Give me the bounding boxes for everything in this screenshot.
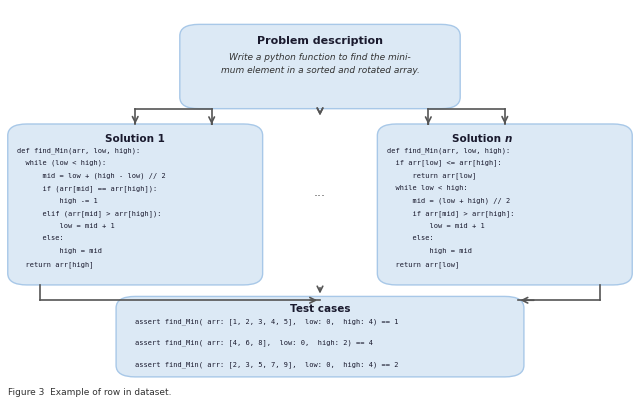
Text: Solution: Solution: [452, 134, 505, 144]
Text: else:: else:: [17, 236, 64, 242]
Text: Write a python function to find the mini-
mum element in a sorted and rotated ar: Write a python function to find the mini…: [221, 53, 419, 74]
FancyBboxPatch shape: [116, 297, 524, 377]
Text: mid = low + (high - low) // 2: mid = low + (high - low) // 2: [17, 172, 166, 179]
Text: Figure 3  Example of row in dataset.: Figure 3 Example of row in dataset.: [8, 388, 172, 397]
Text: while low < high:: while low < high:: [387, 185, 468, 191]
Text: if (arr[mid] == arr[high]):: if (arr[mid] == arr[high]):: [17, 185, 157, 192]
Text: while (low < high):: while (low < high):: [17, 160, 107, 166]
Text: mid = (low + high) // 2: mid = (low + high) // 2: [387, 197, 510, 204]
Text: Problem description: Problem description: [257, 36, 383, 46]
Text: assert find_Min( arr: [2, 3, 5, 7, 9],  low: 0,  high: 4) == 2: assert find_Min( arr: [2, 3, 5, 7, 9], l…: [135, 361, 399, 367]
Text: low = mid + 1: low = mid + 1: [387, 223, 484, 229]
Text: low = mid + 1: low = mid + 1: [17, 223, 115, 229]
Text: Test cases: Test cases: [290, 304, 350, 314]
Text: ...: ...: [314, 187, 326, 199]
FancyBboxPatch shape: [8, 124, 262, 285]
Text: elif (arr[mid] > arr[high]):: elif (arr[mid] > arr[high]):: [17, 210, 162, 217]
Text: if arr[mid] > arr[high]:: if arr[mid] > arr[high]:: [387, 210, 515, 217]
Text: n: n: [505, 134, 512, 144]
Text: return arr[low]: return arr[low]: [387, 172, 476, 179]
Text: return arr[high]: return arr[high]: [17, 261, 94, 267]
Text: high = mid: high = mid: [17, 248, 102, 254]
Text: def find_Min(arr, low, high):: def find_Min(arr, low, high):: [387, 147, 510, 154]
Text: return arr[low]: return arr[low]: [387, 261, 459, 267]
FancyBboxPatch shape: [378, 124, 632, 285]
FancyBboxPatch shape: [180, 24, 460, 109]
Text: else:: else:: [387, 236, 434, 242]
Text: high = mid: high = mid: [387, 248, 472, 254]
Text: assert find_Min( arr: [1, 2, 3, 4, 5],  low: 0,  high: 4) == 1: assert find_Min( arr: [1, 2, 3, 4, 5], l…: [135, 319, 399, 326]
Text: assert find_Min( arr: [4, 6, 8],  low: 0,  high: 2) == 4: assert find_Min( arr: [4, 6, 8], low: 0,…: [135, 340, 373, 347]
Text: if arr[low] <= arr[high]:: if arr[low] <= arr[high]:: [387, 160, 502, 166]
Text: Solution 1: Solution 1: [105, 134, 165, 144]
Text: def find_Min(arr, low, high):: def find_Min(arr, low, high):: [17, 147, 141, 154]
Text: high -= 1: high -= 1: [17, 197, 98, 203]
